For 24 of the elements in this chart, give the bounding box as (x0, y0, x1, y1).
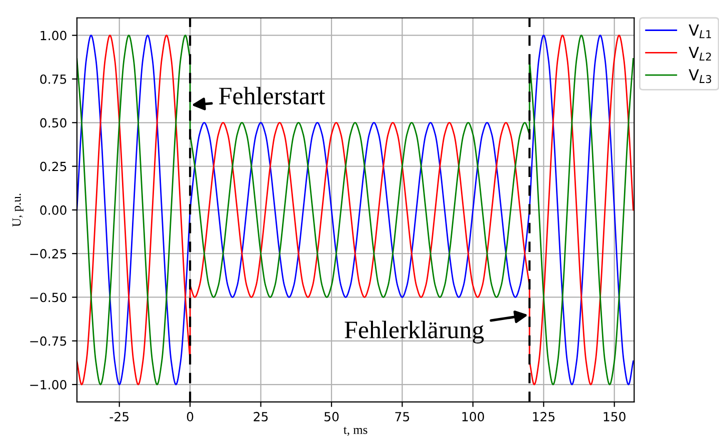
y-tick-label: −0.50 (30, 292, 66, 302)
y-tick-label: 0.25 (40, 162, 66, 172)
x-tick-label: 100 (462, 412, 484, 422)
y-tick-label: 1.00 (40, 30, 66, 40)
y-tick-label: 0.50 (40, 118, 66, 128)
x-tick-label: 125 (533, 412, 554, 422)
x-tick-label: 75 (395, 412, 410, 422)
legend-label: V$_{L1}$ (688, 24, 711, 38)
x-tick-label: 25 (254, 412, 268, 422)
y-tick-label: −0.75 (30, 336, 66, 346)
y-tick-label: −1.00 (30, 380, 66, 390)
y-axis-title: U, p.u. (12, 194, 24, 227)
x-tick-label: 150 (604, 412, 626, 422)
y-tick-label: −0.25 (30, 249, 66, 259)
annotation: Fehlerstart (219, 86, 326, 104)
y-tick-label: 0.75 (40, 74, 66, 84)
x-axis-title: t, ms (344, 426, 368, 436)
y-tick-label: 0.00 (40, 205, 66, 215)
x-tick-label: 50 (324, 412, 339, 422)
annotation: Fehlerklärung (344, 320, 484, 344)
x-tick-label: 0 (186, 412, 194, 422)
legend-label: V$_{L3}$ (688, 69, 712, 84)
legend-label: V$_{L2}$ (688, 46, 711, 61)
x-tick-label: -25 (110, 412, 128, 422)
